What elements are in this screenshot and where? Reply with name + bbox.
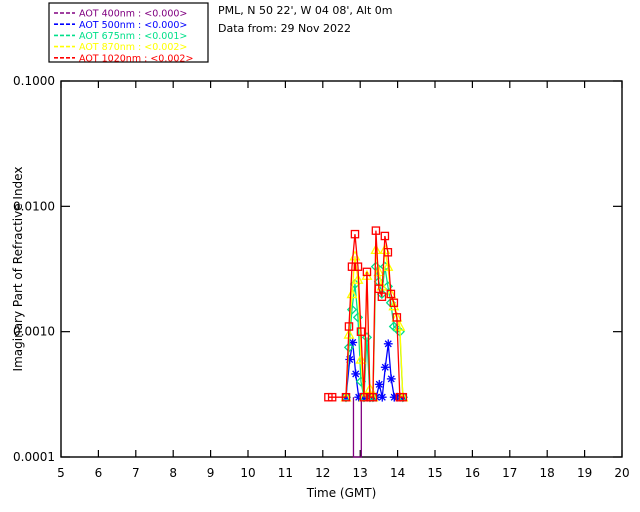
header-site-line: PML, N 50 22', W 04 08', Alt 0m: [218, 4, 392, 17]
y-tick-label: 0.0100: [13, 199, 55, 213]
series-line: [328, 230, 403, 398]
data-marker-square: [377, 292, 387, 301]
data-marker-diamond: [346, 304, 358, 315]
data-marker-square: [353, 262, 363, 271]
data-marker-triangle: [382, 260, 394, 271]
legend-entry-aot-400nm[interactable]: AOT 400nm : <0.000>: [54, 9, 187, 20]
legend-entry-aot-500nm[interactable]: AOT 500nm : <0.000>: [54, 20, 187, 31]
legend-label: AOT 675nm : <0.001>: [79, 31, 187, 42]
x-tick-label: 7: [132, 466, 140, 480]
data-marker-asterisk: [387, 375, 395, 383]
x-tick-label: 16: [465, 466, 480, 480]
legend-entry-aot-870nm[interactable]: AOT 870nm : <0.002>: [54, 42, 187, 53]
x-tick-label: 9: [207, 466, 215, 480]
data-marker-square: [380, 231, 390, 241]
data-marker-square: [389, 298, 399, 308]
data-marker-square: [398, 392, 408, 402]
data-marker-triangle: [352, 273, 364, 284]
y-tick-label: 0.0001: [13, 450, 55, 464]
data-marker-asterisk: [378, 393, 386, 401]
data-marker-square: [383, 248, 393, 257]
y-axis-label: Imaginary Part of Refractive Index: [11, 167, 25, 372]
series-aot-400nm: [352, 397, 362, 458]
legend-label: AOT 400nm : <0.000>: [79, 9, 187, 20]
header-data-from-line: Data from: 29 Nov 2022: [218, 22, 351, 35]
data-marker-triangle: [346, 287, 358, 299]
x-tick-label: 10: [240, 466, 255, 480]
x-tick-label: 17: [502, 466, 517, 480]
data-marker-square: [356, 327, 366, 336]
y-tick-label: 0.0010: [13, 325, 55, 339]
legend-entry-aot-1020nm[interactable]: AOT 1020nm : <0.002>: [54, 53, 193, 64]
data-marker-asterisk: [375, 380, 383, 388]
data-marker-square: [359, 392, 369, 402]
series-aot-1020nm: [324, 226, 408, 402]
x-tick-label: 14: [390, 466, 405, 480]
x-tick-label: 15: [427, 466, 442, 480]
legend-box: [48, 2, 209, 63]
y-tick-label: 0.1000: [13, 74, 55, 88]
data-marker-square: [368, 392, 378, 402]
x-tick-label: 13: [353, 466, 368, 480]
data-marker-square: [341, 392, 351, 402]
x-tick-label: 18: [540, 466, 555, 480]
x-tick-label: 19: [577, 466, 592, 480]
data-marker-square: [347, 262, 357, 271]
data-marker-square: [371, 226, 381, 235]
data-marker-asterisk: [381, 363, 389, 371]
data-marker-square: [386, 289, 396, 299]
x-tick-label: 6: [95, 466, 103, 480]
data-marker-square: [344, 322, 354, 331]
data-marker-triangle: [373, 265, 385, 277]
legend-label: AOT 500nm : <0.000>: [79, 20, 187, 31]
data-marker-square: [392, 313, 402, 322]
x-tick-label: 20: [614, 466, 629, 480]
data-marker-square: [350, 229, 360, 239]
series-line: [352, 397, 362, 458]
x-axis-label: Time (GMT): [306, 486, 377, 500]
data-marker-square: [374, 284, 384, 293]
data-marker-asterisk: [384, 340, 392, 348]
legend-label: AOT 870nm : <0.002>: [79, 42, 187, 53]
x-tick-label: 12: [315, 466, 330, 480]
data-marker-asterisk: [352, 370, 360, 378]
data-marker-square: [327, 392, 337, 402]
legend-label: AOT 1020nm : <0.002>: [79, 53, 193, 64]
data-marker-diamond: [343, 342, 355, 353]
x-tick-label: 8: [169, 466, 177, 480]
data-marker-triangle: [388, 300, 400, 311]
x-tick-label: 11: [278, 466, 293, 480]
plot-frame: [60, 80, 623, 458]
data-marker-square: [362, 267, 372, 277]
legend-entry-aot-675nm[interactable]: AOT 675nm : <0.001>: [54, 31, 187, 42]
x-tick-label: 5: [57, 466, 65, 480]
data-marker-diamond: [361, 332, 373, 343]
data-marker-triangle: [355, 353, 367, 364]
